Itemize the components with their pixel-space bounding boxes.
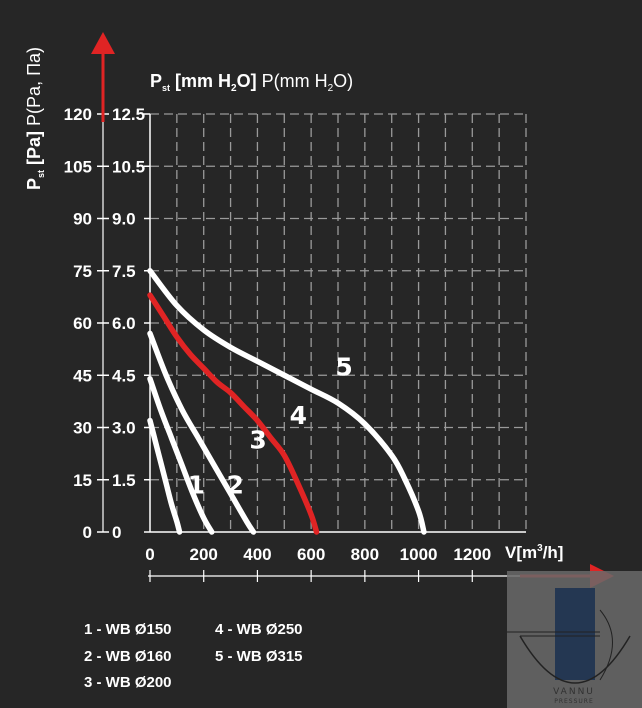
- curve-label-4: 4: [290, 401, 307, 430]
- legend-item: 3 - WB Ø200: [84, 674, 172, 691]
- y-tick-label-pa: 90: [73, 210, 92, 229]
- chart-title: Pst [mm H2O] P(mm H2O): [150, 71, 353, 94]
- legend-item: 4 - WB Ø250: [215, 621, 303, 638]
- curve-label-5: 5: [335, 352, 352, 381]
- y-tick-label-pa: 45: [73, 366, 92, 385]
- x-axis-label: V[m3/h]: [505, 543, 563, 562]
- x-tick-label: 1200: [453, 545, 491, 564]
- y-tick-label-pa: 15: [73, 471, 92, 490]
- x-tick-label: 400: [243, 545, 271, 564]
- series-line-4: [147, 292, 320, 535]
- y-tick-label-mm: 12.5: [112, 105, 145, 124]
- y-tick-label-mm: 0: [112, 523, 121, 542]
- curve-label-2: 2: [227, 471, 244, 500]
- ylabel-bold-sub: st: [36, 170, 46, 178]
- y-tick-label-pa: 105: [64, 157, 92, 176]
- watermark-logo: VANNU PRESSURE: [507, 571, 642, 708]
- title-bold: P: [150, 71, 162, 91]
- ylabel-light: P(Pa, Па): [24, 47, 44, 131]
- title-bold-end: O]: [237, 71, 257, 91]
- y-tick-label-mm: 4.5: [112, 366, 136, 385]
- series-line-5: [147, 268, 427, 535]
- title-bold-sub2: 2: [231, 83, 237, 94]
- svg-text:VANNU: VANNU: [553, 687, 595, 697]
- x-tick-label: 0: [145, 545, 154, 564]
- x-tick-label: 200: [190, 545, 218, 564]
- xlabel-sup: 3: [537, 543, 543, 554]
- xlabel-end: /h]: [543, 543, 564, 562]
- y-tick-label-pa: 75: [73, 262, 92, 281]
- y-tick-label-pa: 30: [73, 419, 92, 438]
- y-tick-label-mm: 9.0: [112, 210, 136, 229]
- grid-layer: [150, 113, 527, 532]
- title-light-sub: 2: [328, 83, 334, 94]
- series-line-1: [147, 417, 183, 535]
- y-axis-label: Pst [Pa] P(Pa, Па): [24, 47, 46, 190]
- ylabel-bold: P: [24, 178, 44, 190]
- y-tick-label-pa: 60: [73, 314, 92, 333]
- title-light-end: O): [333, 71, 353, 91]
- y-tick-label-mm: 3.0: [112, 419, 136, 438]
- title-light: P(mm H: [257, 71, 328, 91]
- y-tick-label-mm: 6.0: [112, 314, 136, 333]
- y-tick-label-mm: 10.5: [112, 157, 145, 176]
- ylabel-bold-rest: [Pa]: [24, 131, 44, 170]
- legend-item: 1 - WB Ø150: [84, 621, 172, 638]
- x-tick-label: 1000: [400, 545, 438, 564]
- legend-item: 2 - WB Ø160: [84, 648, 172, 665]
- series-line-2: [147, 375, 215, 535]
- curve-label-1: 1: [188, 471, 205, 500]
- title-bold-rest: [mm H: [170, 71, 231, 91]
- y-tick-label-pa: 0: [83, 523, 92, 542]
- y-tick-label-mm: 7.5: [112, 262, 136, 281]
- title-bold-sub: st: [162, 83, 170, 93]
- xlabel: V[m: [505, 543, 537, 562]
- y-tick-label-mm: 1.5: [112, 471, 136, 490]
- x-tick-label: 600: [297, 545, 325, 564]
- y-arrow-icon: [91, 32, 115, 122]
- svg-text:PRESSURE: PRESSURE: [554, 698, 594, 705]
- curve-label-3: 3: [249, 425, 266, 454]
- series-layer: [147, 268, 427, 535]
- legend-item: 5 - WB Ø315: [215, 648, 303, 665]
- y-tick-label-pa: 120: [64, 105, 92, 124]
- x-tick-label: 800: [351, 545, 379, 564]
- legend: 1 - WB Ø150 2 - WB Ø160 3 - WB Ø200 4 - WB …: [84, 621, 303, 691]
- series-line-3: [147, 330, 257, 535]
